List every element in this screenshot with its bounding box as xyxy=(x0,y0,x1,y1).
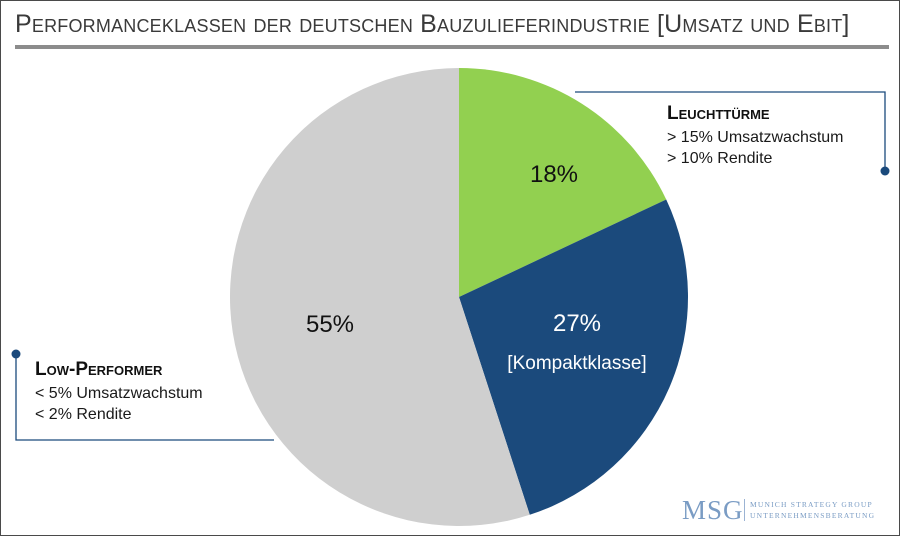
callout-leuchttuerme-heading: Leuchttürme xyxy=(667,103,770,124)
msg-logo-line-1: MUNICH STRATEGY GROUP xyxy=(750,500,873,509)
pie-slice-sublabel-2: [Kompaktklasse] xyxy=(507,353,646,374)
logo-separator xyxy=(744,499,745,521)
callout-leuchttuerme-line-1: > 15% Umsatzwachstum xyxy=(667,129,844,146)
pie-slice-label-2: 27% xyxy=(553,310,601,337)
callout-low-performer-line-2: < 2% Rendite xyxy=(35,406,132,423)
callout-connector-dot-left xyxy=(11,349,21,359)
pie-slice-2 xyxy=(459,199,689,515)
pie-slice-1 xyxy=(459,68,667,297)
msg-logo-line-2: UNTERNEHMENSBERATUNG xyxy=(750,511,876,520)
pie-slice-label-3: 55% xyxy=(306,311,354,338)
callout-leuchttuerme: Leuchttürme > 15% Umsatzwachstum > 10% R… xyxy=(667,101,844,169)
callout-connector-top xyxy=(575,91,886,169)
callout-low-performer-line-1: < 5% Umsatzwachstum xyxy=(35,385,203,402)
msg-logo-subtitle: MUNICH STRATEGY GROUP UNTERNEHMENSBERATU… xyxy=(750,499,875,521)
pie-slice-3 xyxy=(229,68,530,526)
callout-low-performer: Low-Performer < 5% Umsatzwachstum < 2% R… xyxy=(35,357,203,425)
page-title: Performanceklassen der deutschen Bauzuli… xyxy=(15,10,850,38)
callout-low-performer-heading: Low-Performer xyxy=(35,359,163,380)
callout-connector-left xyxy=(15,357,274,441)
callout-leuchttuerme-line-2: > 10% Rendite xyxy=(667,150,773,167)
pie-slice-label-1: 18% xyxy=(530,161,578,188)
msg-logo-mark: MSG xyxy=(682,495,744,525)
title-divider xyxy=(15,45,889,49)
callout-connector-dot-top xyxy=(880,166,890,176)
